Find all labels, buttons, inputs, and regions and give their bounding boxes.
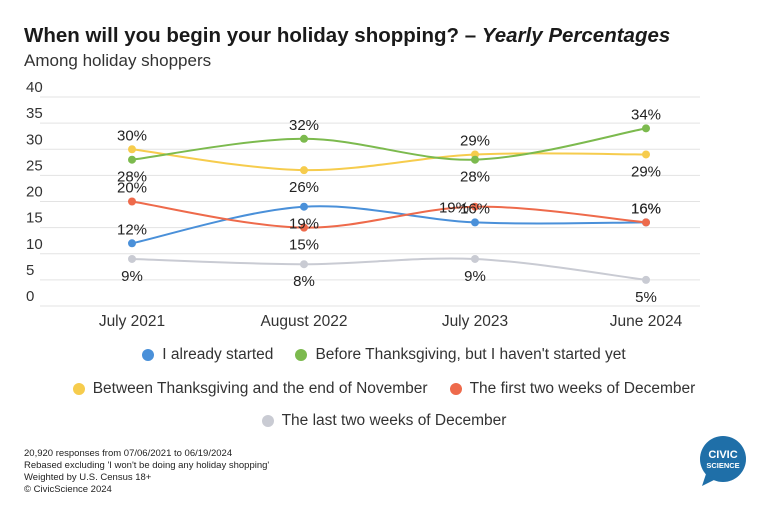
legend-row-3: The last two weeks of December: [0, 412, 768, 430]
line-chart: 0 5 10 15 20 25 30 35 40 July 2021 August 2022 July…: [26, 79, 700, 330]
data-label: 16%: [460, 200, 490, 217]
legend-row-1: I already started Before Thanksgiving, bu…: [0, 346, 768, 364]
data-point: [642, 275, 650, 284]
footnotes: 20,920 responses from 07/06/2021 to 06/1…: [24, 448, 269, 496]
footnote-copyright: © CivicScience 2024: [24, 484, 112, 495]
legend-item: I already started: [142, 346, 273, 364]
data-label: 30%: [117, 127, 147, 144]
y-tick-label: 40: [26, 79, 43, 96]
series-line-2: [131, 148, 647, 172]
data-label: 19%: [439, 200, 469, 217]
y-tick-label: 15: [26, 210, 43, 227]
data-label: 26%: [289, 179, 319, 196]
data-point: [642, 218, 650, 227]
footnote-rebased: Rebased excluding 'I won't be doing any …: [24, 460, 270, 471]
legend-item: The first two weeks of December: [449, 380, 696, 398]
legend-swatch: [72, 383, 85, 395]
data-point: [471, 155, 479, 164]
x-tick-label: August 2022: [260, 313, 347, 330]
data-label: 9%: [121, 268, 143, 285]
y-tick-label: 5: [26, 262, 34, 279]
data-point: [642, 150, 650, 159]
data-label: 16%: [631, 200, 661, 217]
legend-row-2: Between Thanksgiving and the end of Nove…: [0, 380, 768, 398]
data-point: [471, 202, 479, 211]
footnote-responses: 20,920 responses from 07/06/2021 to 06/1…: [24, 448, 233, 459]
data-point: [128, 239, 136, 248]
logo-text-science: SCIENCE: [706, 461, 739, 470]
legend-swatch: [449, 383, 462, 395]
logo-text-civic: CIVIC: [708, 449, 737, 461]
title-main: When will you begin your holiday shoppin…: [24, 24, 460, 47]
data-point: [300, 134, 308, 143]
footnote-weighting: Weighted by U.S. Census 18+: [24, 472, 152, 483]
data-label: 9%: [464, 268, 486, 285]
data-point: [128, 197, 136, 206]
data-point: [471, 254, 479, 263]
data-label: 29%: [631, 163, 661, 180]
legend-item: Before Thanksgiving, but I haven't start…: [295, 346, 626, 364]
data-label: 34%: [631, 106, 661, 123]
y-tick-label: 0: [26, 288, 34, 305]
civicscience-logo-icon: CIVIC SCIENCE: [700, 436, 746, 486]
series-line-1: [131, 127, 647, 161]
x-tick-label: July 2021: [99, 313, 165, 330]
series-line-0: [131, 205, 647, 245]
y-tick-label: 25: [26, 157, 43, 174]
legend-label: I already started: [162, 346, 274, 363]
legend-item: Between Thanksgiving and the end of Nove…: [72, 380, 428, 398]
legend-swatch: [295, 349, 308, 361]
data-label: 8%: [293, 273, 315, 290]
series-line-4: [131, 257, 647, 281]
legend-label: The first two weeks of December: [469, 380, 696, 397]
chart-subtitle: Among holiday shoppers: [24, 51, 212, 70]
data-label: 28%: [117, 169, 147, 186]
data-label: 19%: [289, 216, 319, 233]
data-point: [300, 260, 308, 269]
y-tick-label: 35: [26, 105, 43, 122]
data-label: 12%: [117, 221, 147, 238]
data-label: 16%: [631, 200, 661, 217]
legend-swatch: [142, 349, 155, 361]
data-label: 5%: [635, 289, 657, 306]
data-label: 28%: [460, 169, 490, 186]
data-label: 15%: [289, 237, 319, 254]
chart-title: When will you begin your holiday shoppin…: [24, 24, 670, 48]
data-label: 29%: [460, 132, 490, 149]
title-italic: Yearly Percentages: [481, 24, 671, 47]
data-label: 32%: [289, 117, 319, 134]
series-line-3: [131, 200, 647, 229]
legend-label: Between Thanksgiving and the end of Nove…: [92, 380, 428, 397]
y-tick-label: 20: [26, 184, 43, 201]
data-point: [300, 202, 308, 211]
legend-label: The last two weeks of December: [281, 412, 507, 429]
data-point: [128, 145, 136, 154]
data-point: [128, 254, 136, 263]
title-dash: –: [464, 24, 477, 47]
data-point: [128, 155, 136, 164]
data-point: [642, 124, 650, 133]
legend-label: Before Thanksgiving, but I haven't start…: [315, 346, 626, 363]
data-point: [300, 166, 308, 175]
data-label: 20%: [117, 180, 147, 197]
y-tick-label: 10: [26, 236, 43, 253]
y-tick-label: 30: [26, 131, 43, 148]
legend-swatch: [261, 415, 274, 427]
x-tick-label: July 2023: [442, 313, 508, 330]
x-tick-label: June 2024: [610, 313, 683, 330]
data-point: [300, 223, 308, 232]
data-point: [471, 218, 479, 227]
legend-item: The last two weeks of December: [261, 412, 507, 430]
